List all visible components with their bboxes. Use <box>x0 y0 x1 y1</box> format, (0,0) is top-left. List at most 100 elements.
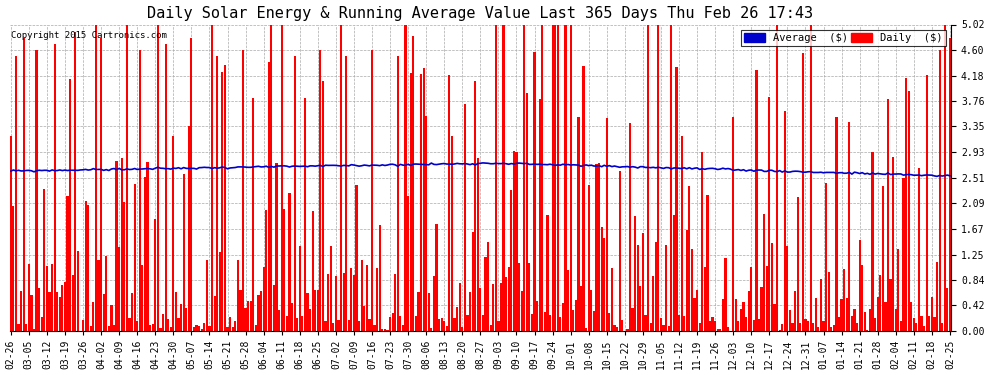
Bar <box>471 232 474 331</box>
Bar <box>118 247 120 331</box>
Bar <box>577 117 579 331</box>
Bar <box>760 287 762 331</box>
Bar <box>564 24 566 331</box>
Bar <box>134 184 136 331</box>
Bar <box>358 321 360 331</box>
Bar <box>921 316 923 331</box>
Bar <box>858 240 860 331</box>
Bar <box>105 256 107 331</box>
Bar <box>518 262 520 331</box>
Bar <box>38 288 41 331</box>
Bar <box>386 330 389 331</box>
Bar <box>46 266 48 331</box>
Bar <box>926 75 928 331</box>
Bar <box>82 320 84 331</box>
Bar <box>740 309 742 331</box>
Bar <box>188 126 190 331</box>
Bar <box>44 189 46 331</box>
Bar <box>71 275 74 331</box>
Bar <box>727 327 730 331</box>
Bar <box>418 292 420 331</box>
Bar <box>420 74 422 331</box>
Bar <box>453 318 455 331</box>
Bar <box>593 311 595 331</box>
Bar <box>61 285 63 331</box>
Bar <box>908 91 910 331</box>
Bar <box>616 327 618 331</box>
Bar <box>399 316 402 331</box>
Bar <box>717 329 719 331</box>
Bar <box>943 24 945 331</box>
Bar <box>309 309 311 331</box>
Bar <box>784 111 786 331</box>
Bar <box>750 267 752 331</box>
Bar <box>66 196 68 331</box>
Bar <box>768 97 770 331</box>
Bar <box>144 177 147 331</box>
Bar <box>352 275 355 331</box>
Bar <box>31 295 33 331</box>
Bar <box>463 104 466 331</box>
Bar <box>508 267 510 331</box>
Bar <box>869 309 871 331</box>
Bar <box>554 24 556 331</box>
Bar <box>863 312 866 331</box>
Bar <box>139 50 141 331</box>
Bar <box>216 56 218 331</box>
Bar <box>172 136 174 331</box>
Bar <box>693 297 696 331</box>
Bar <box>719 329 722 331</box>
Bar <box>262 267 264 331</box>
Bar <box>742 302 744 331</box>
Bar <box>521 291 523 331</box>
Bar <box>378 225 381 331</box>
Bar <box>929 316 931 331</box>
Bar <box>330 246 332 331</box>
Bar <box>270 24 272 331</box>
Bar <box>254 326 257 331</box>
Bar <box>712 317 714 331</box>
Bar <box>15 56 17 331</box>
Bar <box>164 44 166 331</box>
Bar <box>438 319 441 331</box>
Bar <box>660 318 662 331</box>
Bar <box>121 158 123 331</box>
Bar <box>818 327 820 331</box>
Bar <box>221 72 224 331</box>
Bar <box>461 327 463 331</box>
Bar <box>446 326 447 331</box>
Bar <box>621 320 624 331</box>
Bar <box>606 118 608 331</box>
Bar <box>363 306 365 331</box>
Bar <box>433 276 435 331</box>
Bar <box>301 316 304 331</box>
Bar <box>312 211 314 331</box>
Bar <box>714 321 716 331</box>
Bar <box>257 295 259 331</box>
Bar <box>193 327 195 331</box>
Bar <box>10 136 12 331</box>
Bar <box>343 273 345 331</box>
Bar <box>177 318 179 331</box>
Bar <box>843 270 845 331</box>
Bar <box>142 266 144 331</box>
Bar <box>706 195 709 331</box>
Bar <box>495 24 497 331</box>
Bar <box>667 326 670 331</box>
Bar <box>436 224 438 331</box>
Bar <box>900 321 902 331</box>
Bar <box>590 291 592 331</box>
Bar <box>575 300 577 331</box>
Bar <box>510 190 513 331</box>
Bar <box>833 325 835 331</box>
Bar <box>487 242 489 331</box>
Bar <box>531 314 533 331</box>
Bar <box>444 321 446 331</box>
Bar <box>147 162 148 331</box>
Bar <box>195 325 198 331</box>
Bar <box>159 327 161 331</box>
Bar <box>428 293 430 331</box>
Bar <box>845 298 847 331</box>
Bar <box>634 216 637 331</box>
Bar <box>810 24 812 331</box>
